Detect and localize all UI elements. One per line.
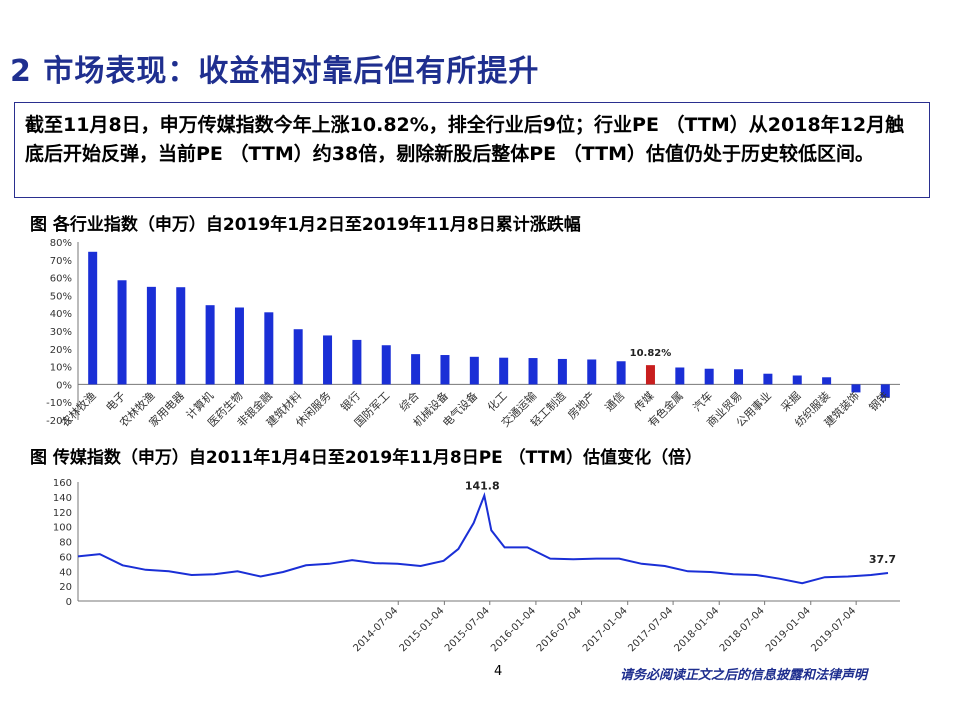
bar: [499, 357, 509, 385]
bar: [528, 358, 538, 385]
y-tick-label: 0: [66, 597, 72, 608]
y-tick-label: 50%: [50, 291, 72, 302]
bar: [146, 286, 156, 385]
y-tick-label: 20: [59, 582, 72, 593]
series-line: [77, 491, 889, 585]
x-tick-label: 通信: [602, 389, 627, 414]
y-tick-label: 60: [59, 552, 72, 563]
bar: [792, 375, 802, 385]
bar: [381, 345, 391, 385]
industry-bar-chart: -20%-10%0%10%20%30%40%50%60%70%80%农林牧渔 电子…: [46, 238, 900, 430]
bar: [557, 358, 567, 385]
bar: [616, 361, 626, 385]
y-tick-label: 60%: [50, 274, 72, 285]
bar: [411, 354, 421, 385]
x-tick-label: 汽车: [690, 389, 715, 414]
x-tick-label: 2016-07-04: [535, 605, 584, 654]
x-tick-label: 2018-01-04: [672, 605, 721, 654]
y-tick-label: 40: [59, 567, 72, 578]
bar: [645, 365, 655, 385]
y-tick-label: 100: [53, 523, 72, 534]
x-tick-label: 电子: [103, 389, 128, 414]
bar: [176, 287, 186, 385]
page-title: 2 市场表现：收益相对靠后但有所提升: [10, 54, 540, 89]
page-number: 4: [494, 664, 503, 679]
x-tick-label: 房地产: [565, 389, 598, 422]
bar: [822, 377, 832, 385]
bar: [264, 312, 274, 385]
x-tick-label: 2015-01-04: [398, 605, 447, 654]
bar: [763, 373, 773, 385]
bar: [117, 280, 127, 385]
y-tick-label: 80: [59, 538, 72, 549]
x-tick-label: 2017-07-04: [626, 605, 675, 654]
y-tick-label: 0%: [56, 380, 72, 391]
line-chart-title: 图 传媒指数（申万）自2011年1月4日至2019年11月8日PE （TTM）估…: [30, 448, 703, 468]
pe-line-chart: 0 20 40 60 80 100 120 140 160 2014-07-042015-01-0…: [53, 478, 900, 654]
y-tick-label: 30%: [50, 327, 72, 338]
bar: [293, 329, 303, 385]
bar: [704, 368, 714, 385]
bar: [851, 384, 861, 393]
y-tick-label: -10%: [46, 398, 72, 409]
x-tick-label: 银行: [338, 389, 363, 414]
y-tick-label: 120: [53, 508, 72, 519]
bar: [734, 369, 744, 385]
x-tick-label: 综合: [396, 389, 421, 414]
x-tick-label: 2017-01-04: [581, 605, 630, 654]
bar: [880, 384, 890, 398]
x-tick-label: 采掘: [778, 389, 803, 414]
bar: [323, 335, 333, 385]
data-label: 141.8: [465, 480, 500, 493]
x-tick-label: 2014-07-04: [351, 605, 400, 654]
bar: [234, 307, 244, 385]
y-tick-label: 70%: [50, 256, 72, 267]
y-tick-label: 140: [53, 493, 72, 504]
y-tick-label: -20%: [46, 416, 72, 427]
x-tick-label: 2019-01-04: [764, 605, 813, 654]
bar: [352, 339, 362, 385]
summary-box: 截至11月8日，申万传媒指数今年上涨10.82%，排全行业后9位；行业PE （T…: [14, 102, 930, 198]
x-tick-label: 2018-07-04: [718, 605, 767, 654]
x-tick-label: 传媒: [632, 389, 657, 414]
bar: [469, 356, 479, 385]
bar: [205, 305, 215, 385]
y-tick-label: 80%: [50, 238, 72, 249]
bar-chart-title: 图 各行业指数（申万）自2019年1月2日至2019年11月8日累计涨跌幅: [30, 215, 581, 235]
x-tick-label: 化工: [484, 389, 509, 414]
x-tick-label: 2019-07-04: [809, 605, 858, 654]
data-label: 10.82%: [630, 348, 672, 359]
disclaimer: 请务必阅读正文之后的信息披露和法律声明: [620, 668, 868, 683]
data-label: 37.7: [869, 553, 896, 566]
x-tick-label: 2015-07-04: [443, 605, 492, 654]
x-tick-label: 2016-01-04: [489, 605, 538, 654]
bar: [440, 355, 450, 385]
bar: [675, 367, 685, 385]
y-tick-label: 40%: [50, 309, 72, 320]
y-tick-label: 10%: [50, 363, 72, 374]
y-tick-label: 160: [53, 478, 72, 489]
bar: [587, 359, 597, 385]
y-tick-label: 20%: [50, 345, 72, 356]
bar: [88, 251, 98, 385]
